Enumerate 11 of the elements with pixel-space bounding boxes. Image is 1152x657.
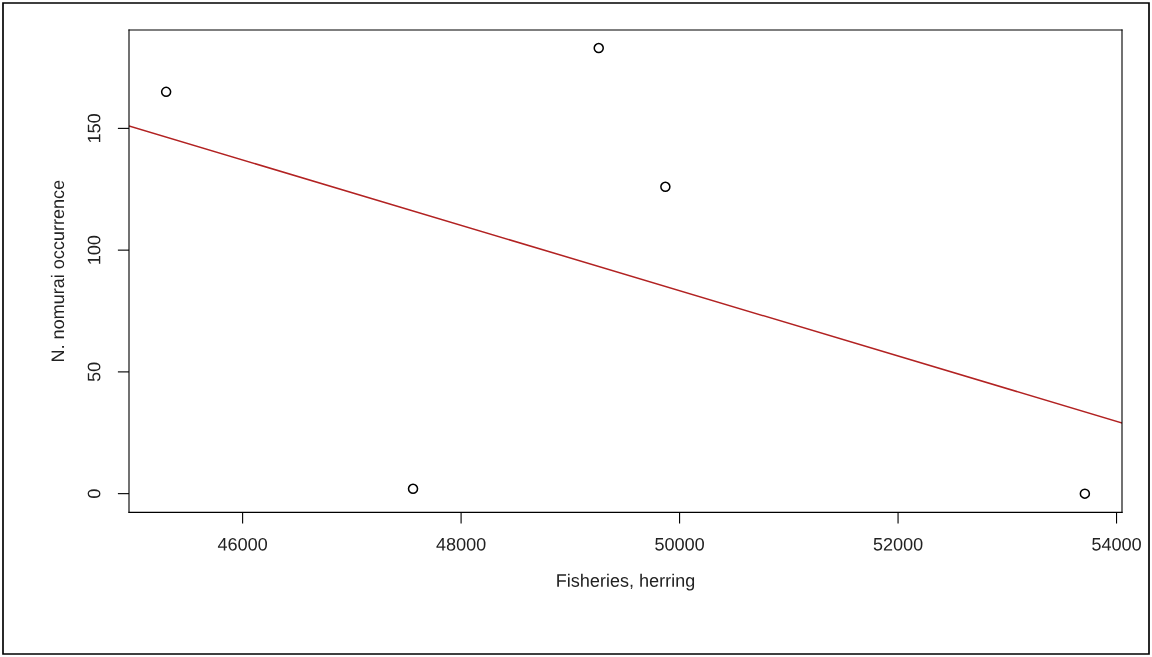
y-tick-label: 100 [87, 235, 101, 264]
x-tick-label: 48000 [436, 537, 486, 551]
x-tick-label: 50000 [655, 537, 704, 551]
y-tick-label: 50 [87, 362, 101, 382]
y-axis-title: N. nomurai occurrence [50, 180, 65, 362]
x-axis-title: Fisheries, herring [557, 573, 695, 591]
y-tick-label: 0 [87, 489, 101, 498]
y-tick-label: 150 [87, 114, 101, 143]
x-tick-label: 52000 [873, 537, 923, 551]
x-tick-label: 54000 [1092, 537, 1141, 551]
x-tick-label: 46000 [217, 537, 268, 551]
